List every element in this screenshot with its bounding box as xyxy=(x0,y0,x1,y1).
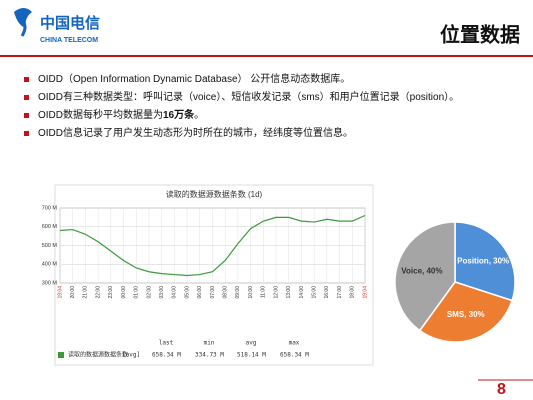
bullet: OIDD（Open Information Dynamic Database） … xyxy=(22,72,502,87)
x-tick-label: 19:04 xyxy=(362,286,368,299)
x-tick-label: 04:00 xyxy=(172,286,178,299)
x-tick-label: 11:00 xyxy=(261,286,267,298)
pie-label: SMS, 30% xyxy=(447,310,485,319)
bullet: OIDD信息记录了用户发生动态形为时所在的城市，经纬度等位置信息。 xyxy=(22,126,502,141)
x-tick-label: 14:00 xyxy=(299,286,305,299)
x-tick-label: 17:00 xyxy=(337,286,343,299)
x-tick-label: 08:00 xyxy=(223,286,229,299)
x-tick-label: 16:00 xyxy=(324,286,330,299)
y-tick-label: 300 M xyxy=(42,280,58,286)
logo-icon xyxy=(14,8,32,28)
bullet: OIDD有三种数据类型：呼叫记录（voice）、短信收发记录（sms）和用户位置… xyxy=(22,90,502,105)
x-tick-label: 03:00 xyxy=(159,286,165,299)
legend-stat-header: min xyxy=(204,340,215,347)
logo-en: CHINA TELECOM xyxy=(40,37,98,44)
x-tick-label: 06:00 xyxy=(197,286,203,299)
logo-cn: 中国电信 xyxy=(40,14,100,32)
legend-stat-value: 518.14 M xyxy=(237,352,266,359)
pie-slice xyxy=(454,221,516,302)
x-tick-label: 20:00 xyxy=(70,286,76,299)
bullet: OIDD数据每秒平均数据量为16万条。 xyxy=(22,108,502,123)
legend-stat-header: max xyxy=(289,340,300,347)
x-tick-label: 07:00 xyxy=(210,286,216,299)
legend-swatch xyxy=(58,352,64,358)
x-tick-label: 05:00 xyxy=(184,286,190,299)
x-tick-label: 18:00 xyxy=(350,286,356,299)
x-tick-label: 10:00 xyxy=(248,286,254,299)
x-tick-label: 22:00 xyxy=(95,286,101,299)
x-tick-label: 23:00 xyxy=(108,286,114,299)
x-tick-label: 13:00 xyxy=(286,286,292,299)
data-line xyxy=(59,214,366,277)
bullet-bold: 16万条 xyxy=(163,110,195,121)
page-number: 8 xyxy=(497,381,506,398)
x-tick-label: 00:00 xyxy=(121,286,127,299)
legend-stat-value: 658.34 M xyxy=(280,352,309,359)
x-tick-label: 19:04 xyxy=(57,286,63,299)
pie-label: Position, 30% xyxy=(457,257,509,266)
y-tick-label: 500 M xyxy=(42,243,58,249)
legend-stat-value: 658.34 M xyxy=(152,352,181,359)
bullet-text: OIDD数据每秒平均数据量为 xyxy=(38,110,163,121)
bullet-list: OIDD（Open Information Dynamic Database） … xyxy=(22,72,502,144)
legend-stat-header: avg xyxy=(246,340,257,347)
slide-title: 位置数据 xyxy=(440,22,520,46)
x-tick-label: 21:00 xyxy=(83,286,89,299)
pie-slice xyxy=(394,221,456,332)
legend-stat-value: 334.73 M xyxy=(195,352,224,359)
pie-label: Voice, 40% xyxy=(401,266,442,275)
bullet-text: 。 xyxy=(194,110,205,121)
x-tick-label: 12:00 xyxy=(273,286,279,299)
y-tick-label: 700 M xyxy=(42,205,58,211)
legend-stat-type: [avg] xyxy=(122,352,140,359)
x-tick-label: 15:00 xyxy=(311,286,317,299)
y-tick-label: 600 M xyxy=(42,224,58,230)
x-tick-label: 09:00 xyxy=(235,286,241,299)
legend-stat-header: last xyxy=(159,340,174,347)
logo-icon xyxy=(20,18,27,37)
x-tick-label: 01:00 xyxy=(134,286,140,299)
pie-slice xyxy=(418,281,514,343)
x-tick-label: 02:00 xyxy=(146,286,152,299)
y-tick-label: 400 M xyxy=(42,262,58,268)
chart-title: 读取的数据源数据条数 (1d) xyxy=(166,189,263,199)
legend-label: 读取的数据源数据条数 xyxy=(68,351,128,359)
